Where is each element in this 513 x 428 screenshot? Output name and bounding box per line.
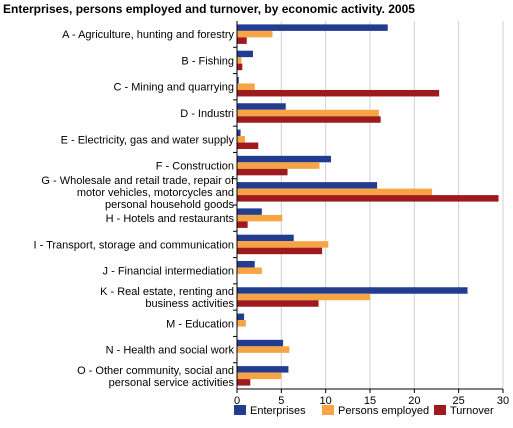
bar-enterprises — [237, 260, 255, 268]
bar-enterprises — [237, 129, 241, 137]
bar-enterprises — [237, 339, 284, 347]
x-tick-label: 0 — [234, 395, 240, 407]
bar-turnover — [237, 379, 251, 386]
category-label: personal household goods — [105, 199, 235, 211]
bar-enterprises — [237, 287, 468, 294]
category-label: A - Agriculture, hunting and forestry — [62, 29, 234, 41]
category-label: personal service activities — [109, 377, 235, 389]
bar-enterprises — [237, 103, 286, 110]
bar-persons-employed — [237, 188, 433, 196]
bar-persons-employed — [237, 57, 242, 64]
bar-turnover — [237, 37, 247, 44]
category-label: C - Mining and quarrying — [114, 82, 234, 94]
bar-persons-employed — [237, 241, 329, 248]
bar-enterprises — [237, 208, 262, 215]
category-label: M - Education — [166, 318, 234, 330]
bar-persons-employed — [237, 83, 255, 90]
bar-persons-employed — [237, 162, 320, 169]
bar-enterprises — [237, 76, 239, 84]
bar-turnover — [237, 168, 288, 176]
bar-persons-employed — [237, 293, 370, 301]
x-tick-label: 15 — [364, 395, 376, 407]
chart-title: Enterprises, persons employed and turnov… — [3, 2, 415, 16]
bar-enterprises — [237, 155, 331, 163]
bar-persons-employed — [237, 214, 283, 222]
x-tick-label: 5 — [278, 395, 284, 407]
legend-swatch — [434, 405, 446, 415]
legend-label: Enterprises — [250, 405, 306, 417]
bar-persons-employed — [237, 136, 245, 143]
bar-persons-employed — [237, 267, 262, 274]
bar-enterprises — [237, 182, 378, 189]
category-label: D - Industri — [180, 108, 234, 120]
legend-label: Turnover — [450, 405, 494, 417]
legend-label: Persons employed — [338, 405, 429, 417]
x-tick-label: 25 — [453, 395, 465, 407]
category-label: I - Transport, storage and communication — [33, 239, 234, 251]
category-label: motor vehicles, motorcycles and — [77, 187, 234, 199]
bar-enterprises — [237, 50, 253, 58]
bar-persons-employed — [237, 109, 379, 117]
bar-enterprises — [237, 234, 294, 242]
category-label: H - Hotels and restaurants — [106, 213, 235, 225]
x-tick-label: 10 — [320, 395, 332, 407]
category-label: O - Other community, social and — [77, 365, 234, 377]
category-label: K - Real estate, renting and — [100, 286, 234, 298]
bar-enterprises — [237, 313, 245, 321]
bar-turnover — [237, 142, 259, 150]
bar-turnover — [237, 221, 248, 228]
category-label: E - Electricity, gas and water supply — [61, 134, 235, 146]
bar-enterprises — [237, 366, 289, 373]
bar-persons-employed — [237, 372, 282, 380]
category-label: business activities — [145, 298, 234, 310]
x-tick-label: 20 — [408, 395, 420, 407]
bar-turnover — [237, 89, 440, 97]
legend-swatch — [322, 405, 334, 415]
bar-turnover — [237, 300, 319, 307]
bar-turnover — [237, 247, 323, 255]
bar-turnover — [237, 195, 499, 202]
category-label: N - Health and social work — [106, 345, 235, 357]
category-label: B - Fishing — [181, 55, 234, 67]
bar-turnover — [237, 116, 381, 123]
category-label: G - Wholesale and retail trade, repair o… — [41, 175, 235, 187]
bar-persons-employed — [237, 30, 273, 38]
category-label: F - Construction — [156, 161, 234, 173]
legend-swatch — [234, 405, 246, 415]
bar-enterprises — [237, 24, 388, 31]
bar-persons-employed — [237, 346, 290, 353]
bar-persons-employed — [237, 320, 246, 327]
x-tick-label: 30 — [497, 395, 509, 407]
bar-turnover — [237, 63, 243, 71]
category-label: J - Financial intermediation — [103, 266, 234, 278]
